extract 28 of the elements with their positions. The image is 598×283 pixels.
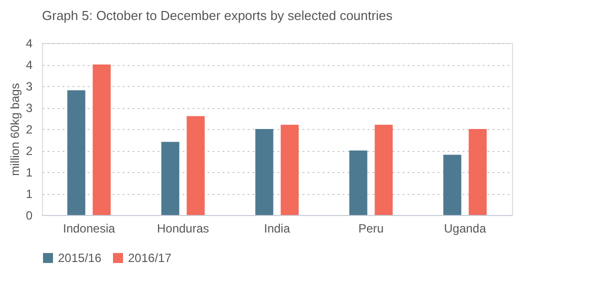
legend-label: 2015/16 [58,251,102,265]
y-axis-title: million 60kg bags [8,83,22,176]
x-tick-label: Indonesia [62,222,116,236]
bar [468,129,487,215]
legend-label: 2016/17 [128,251,172,265]
y-tick-label: 0 [26,208,33,222]
bar [161,142,180,215]
x-tick-label: Uganda [444,222,486,236]
y-tick-label: 3 [26,101,33,115]
y-tick-label: 1 [26,166,33,180]
y-tick-label: 2 [26,122,33,136]
x-tick-label: Peru [358,222,384,236]
y-tick-label: 1 [26,187,33,201]
x-tick-label: Honduras [156,222,210,236]
x-tick-label: India [264,222,290,236]
y-tick-label: 4 [26,36,33,50]
bar [443,154,462,215]
bar [186,116,205,215]
chart-title: Graph 5: October to December exports by selected countries [42,8,393,23]
bar [67,90,86,215]
bar [374,124,393,215]
y-tick-label: 4 [26,58,33,72]
bar [349,150,368,215]
y-tick-label: 3 [26,80,33,94]
bar [92,64,111,215]
y-tick-label: 2 [26,144,33,158]
bar [255,129,274,215]
bar [280,124,299,215]
